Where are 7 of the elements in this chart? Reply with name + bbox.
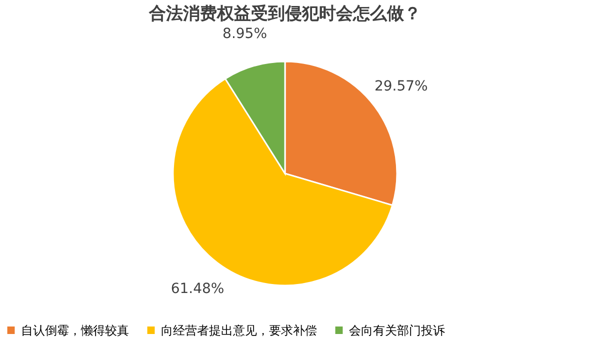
legend-label: 向经营者提出意见，要求补偿 <box>161 323 317 338</box>
chart-title: 合法消费权益受到侵犯时会怎么做？ <box>148 4 421 24</box>
legend-label: 自认倒霉，懒得较真 <box>21 323 129 338</box>
data-label: 61.48% <box>170 281 224 298</box>
legend-label: 会向有关部门投诉 <box>349 323 445 338</box>
data-label: 29.57% <box>374 78 428 95</box>
data-label: 8.95% <box>222 26 268 42</box>
